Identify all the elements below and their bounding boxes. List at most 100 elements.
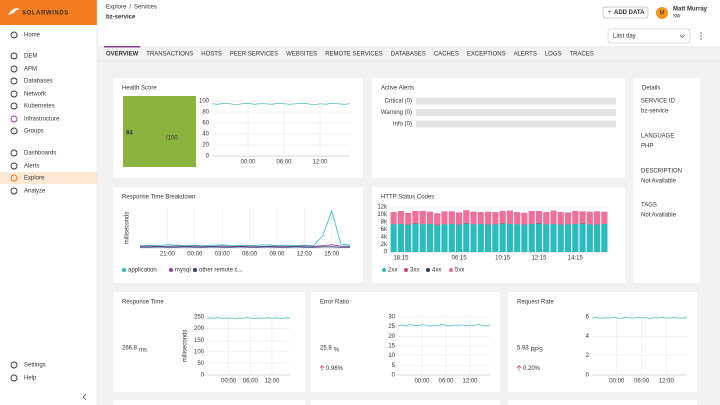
line: [139, 209, 351, 247]
avatar[interactable]: [656, 7, 668, 19]
y-tick-label: 100: [194, 349, 205, 355]
add-data-button[interactable]: [602, 6, 649, 19]
x-tick-label: 06:00: [242, 252, 258, 258]
menu-dot: [700, 38, 702, 40]
tab[interactable]: EXCEPTIONS: [467, 52, 506, 58]
y-tick-label: 20: [202, 143, 209, 149]
bar-segment: [586, 223, 593, 225]
card: [113, 400, 305, 405]
bar-segment: [557, 224, 564, 252]
y-tick-label: 40: [202, 132, 209, 138]
bar-segment: [543, 212, 550, 224]
bar-segment: [426, 223, 434, 252]
y-tick-label: 20: [388, 334, 395, 340]
tab[interactable]: WEBSITES: [286, 52, 317, 58]
bar-segment: [521, 224, 528, 225]
nav-item[interactable]: Analyze: [24, 189, 46, 195]
tab[interactable]: CACHES: [434, 52, 459, 58]
nav-icon: [10, 374, 18, 382]
bar-segment: [601, 211, 608, 224]
legend-swatch: [122, 268, 126, 272]
bar-segment: [579, 222, 586, 224]
y-axis-label: milliseconds: [125, 212, 131, 245]
nav-item[interactable]: Alerts: [24, 164, 39, 170]
x-tick-label: 09:00: [269, 252, 285, 258]
tab[interactable]: TRACES: [570, 52, 594, 58]
nav-item[interactable]: Settings: [24, 363, 46, 369]
nav-item[interactable]: Infrastructure: [24, 117, 60, 123]
card: [311, 292, 500, 392]
detail-label: LANGUAGE: [641, 134, 674, 140]
bar-segment: [434, 224, 441, 225]
bar-segment: [506, 223, 513, 224]
bar-segment: [455, 212, 463, 225]
kpi-value: 25.8: [320, 346, 332, 352]
card: [113, 292, 305, 392]
alert-track: [416, 120, 616, 128]
alert-track: [416, 109, 616, 116]
tab[interactable]: PEER SERVICES: [230, 52, 278, 58]
bar-segment: [390, 223, 397, 225]
bar-segment: [550, 210, 557, 224]
tab[interactable]: REMOTE SERVICES: [325, 52, 383, 58]
y-tick-label: 2k: [381, 242, 388, 248]
tab[interactable]: HOSTS: [201, 52, 222, 58]
breadcrumb[interactable]: Explore: [106, 5, 127, 11]
nav-item[interactable]: Home: [24, 33, 41, 39]
add-data-label[interactable]: ADD DATA: [614, 10, 645, 16]
y-tick-label: 0: [201, 373, 205, 379]
collapse-icon[interactable]: [82, 393, 87, 401]
nav-item[interactable]: Databases: [24, 79, 53, 85]
bar-segment: [550, 223, 557, 224]
bar-segment: [535, 222, 543, 224]
nav-item[interactable]: Kubernetes: [24, 104, 55, 110]
bar-segment: [499, 210, 506, 223]
line: [139, 244, 351, 247]
page-title: bz-service: [106, 15, 136, 21]
breadcrumb[interactable]: Services: [134, 5, 157, 11]
card: [508, 400, 697, 405]
tab[interactable]: LOGS: [545, 52, 562, 58]
detail-value: PHP: [641, 144, 653, 150]
logo-bar: [0, 0, 97, 25]
card: [372, 187, 625, 283]
card-title: Error Ratio: [320, 300, 350, 306]
detail-label: TAGS: [641, 203, 657, 209]
nav-active: [0, 172, 97, 184]
bar-segment: [543, 224, 550, 252]
bar-segment: [397, 223, 404, 252]
sidebar: [0, 0, 97, 405]
tab[interactable]: TRANSACTIONS: [146, 52, 193, 58]
y-tick-label: 6k: [381, 227, 388, 233]
nav-item[interactable]: Dashboards: [24, 151, 56, 157]
tab[interactable]: OVERVIEW: [106, 52, 139, 58]
nav-item[interactable]: Help: [24, 376, 37, 382]
x-tick-label: 21:00: [160, 252, 176, 258]
nav-icon: [10, 187, 18, 195]
tab[interactable]: ALERTS: [514, 52, 537, 58]
bar-segment: [535, 223, 543, 252]
nav-icon: [10, 102, 18, 110]
kpi-unit: %: [334, 348, 340, 354]
kpi-change: 0.20%: [523, 366, 541, 372]
x-tick-label: 12:00: [264, 379, 280, 385]
alert-label: Info (0): [393, 122, 412, 128]
card-title: Health Score: [122, 86, 157, 92]
nav-item[interactable]: Explore: [24, 176, 45, 182]
kpi-change: 0.96%: [326, 366, 344, 372]
nav-item[interactable]: APM: [24, 67, 37, 73]
legend-label: 3xx: [410, 268, 419, 274]
detail-label: DESCRIPTION: [641, 169, 682, 175]
bar-segment: [594, 224, 601, 225]
nav-icon: [10, 77, 18, 85]
tab[interactable]: DATABASES: [391, 52, 426, 58]
nav-item[interactable]: Network: [24, 92, 47, 98]
time-select[interactable]: [607, 28, 691, 44]
nav-item[interactable]: DEM: [24, 54, 37, 60]
card-title: HTTP Status Codes: [381, 195, 434, 201]
nav-item[interactable]: Groups: [24, 129, 44, 135]
bar-segment: [521, 212, 528, 225]
nav-icon: [10, 52, 18, 60]
x-tick-label: 14:15: [568, 256, 584, 262]
